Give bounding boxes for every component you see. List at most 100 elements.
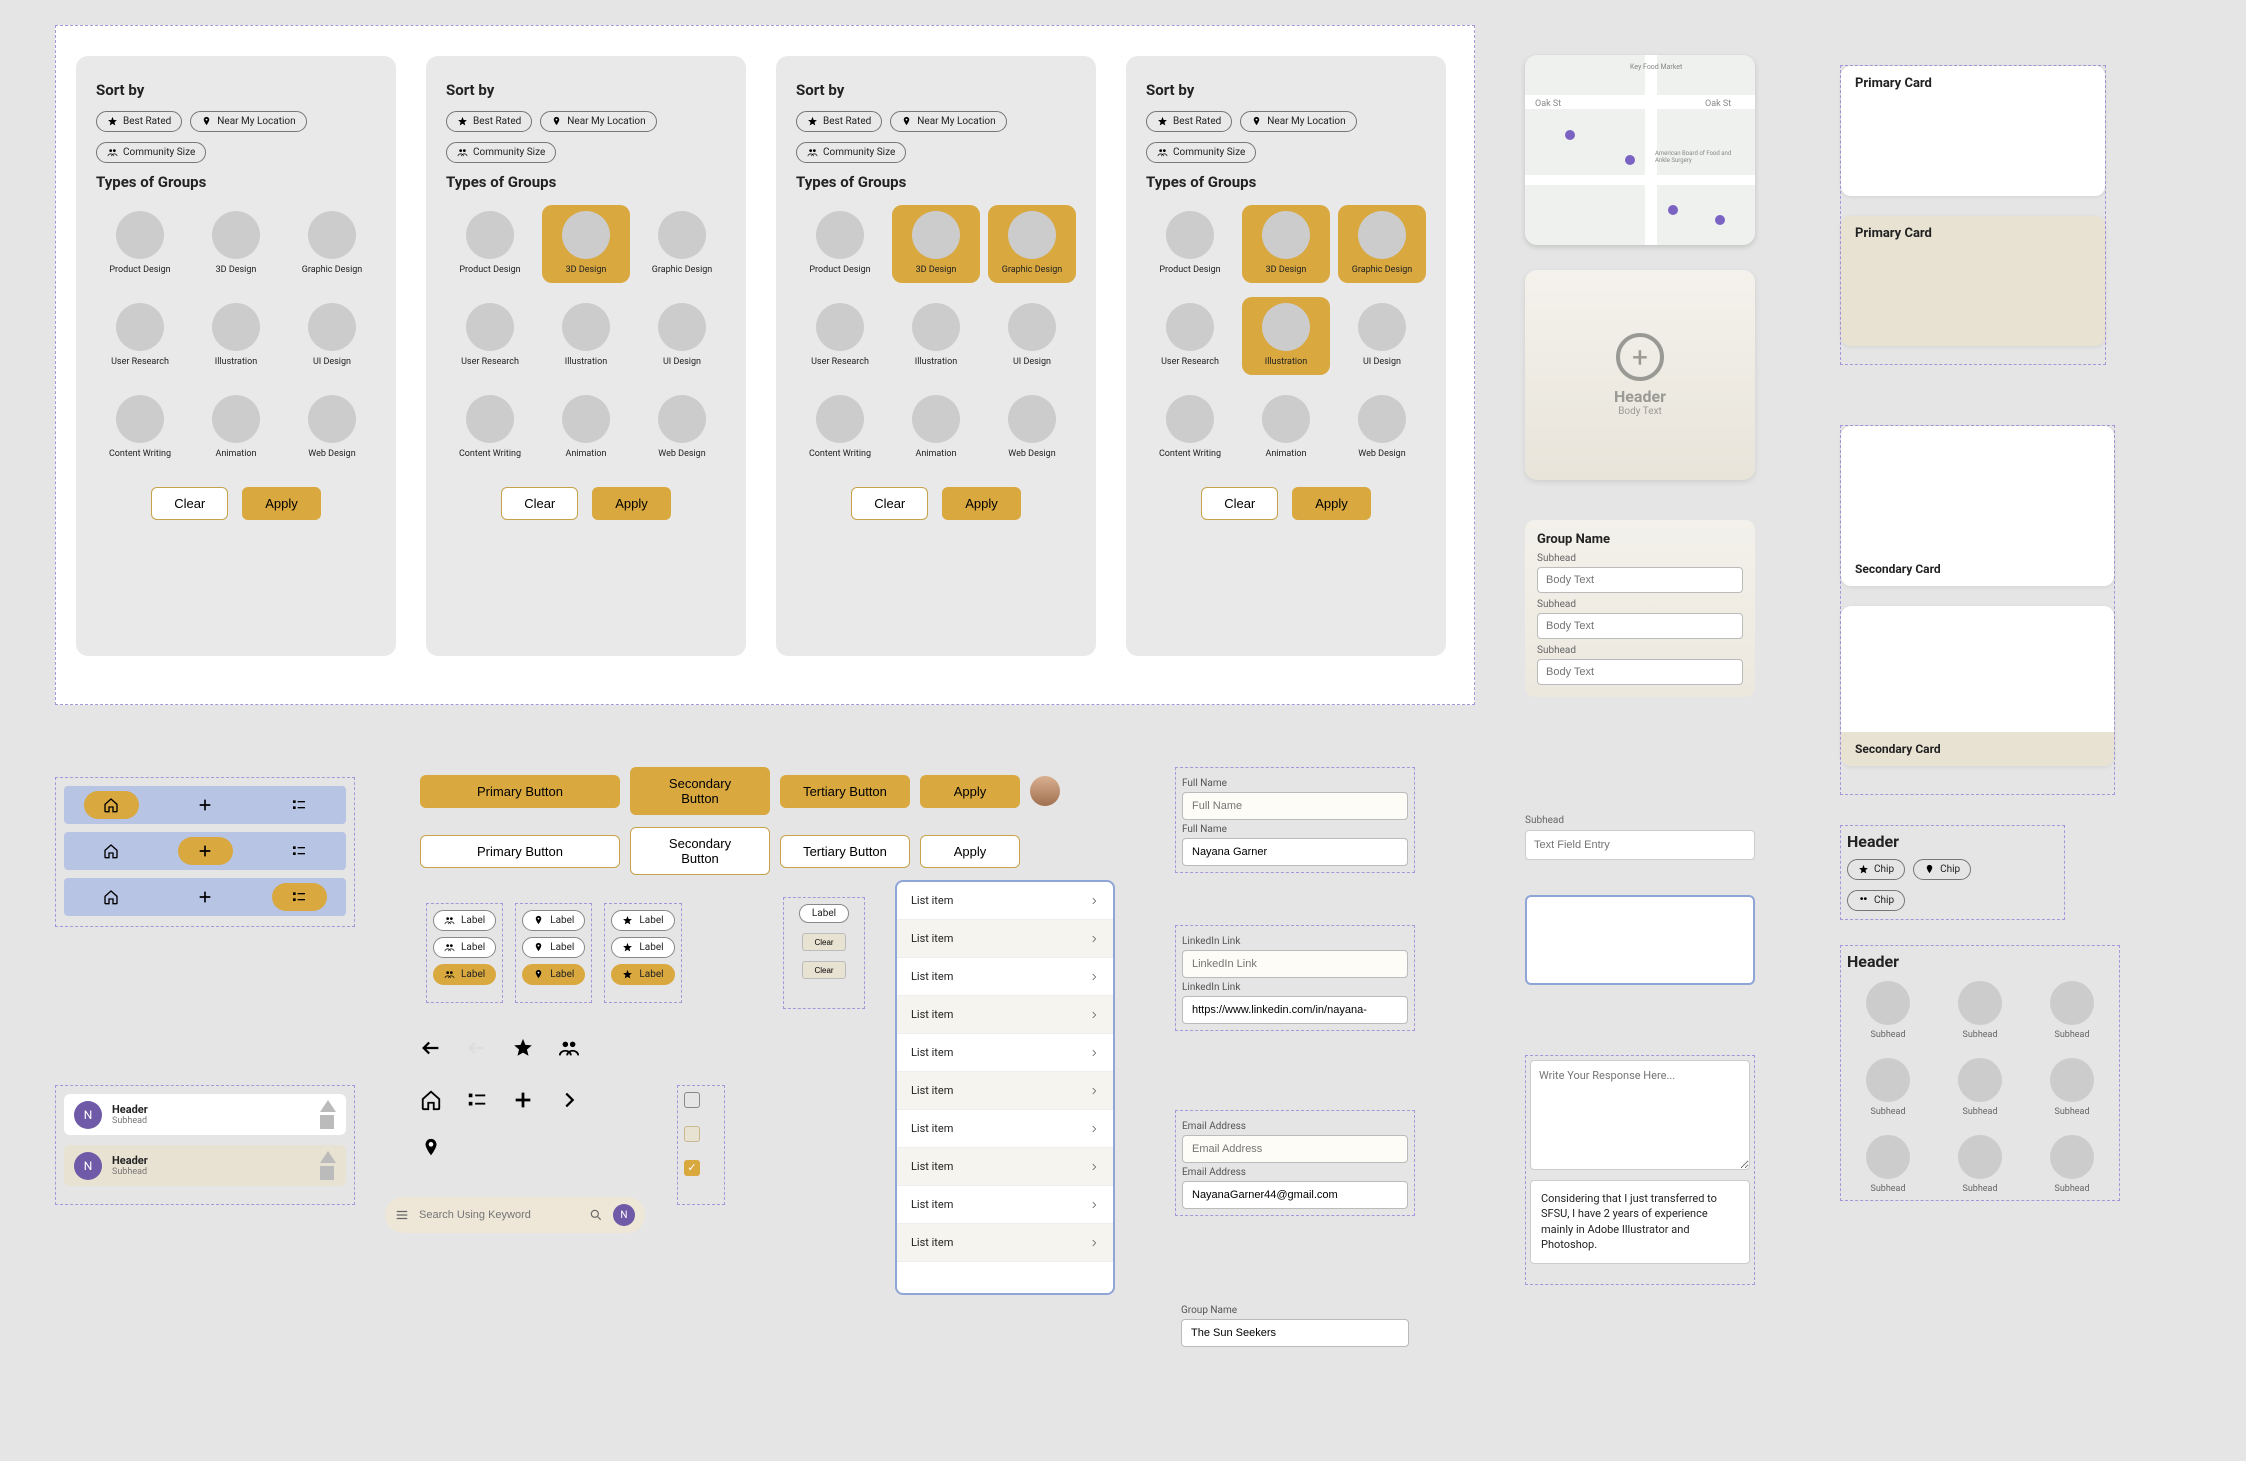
clear-button[interactable]: Clear: [851, 487, 928, 520]
email-input-empty[interactable]: [1182, 1135, 1408, 1163]
category-web design[interactable]: Web Design: [1338, 389, 1426, 467]
chip-best-rated[interactable]: Best Rated: [96, 111, 182, 132]
search-input[interactable]: [419, 1209, 579, 1221]
groupname-input[interactable]: [1181, 1319, 1409, 1347]
apply-button[interactable]: Apply: [1292, 487, 1371, 520]
chip-best-rated[interactable]: Best Rated: [446, 111, 532, 132]
chip-near-me[interactable]: Near My Location: [1240, 111, 1356, 132]
label-chip[interactable]: Label: [611, 937, 674, 958]
category-user research[interactable]: User Research: [446, 297, 534, 375]
search-bar[interactable]: N: [385, 1197, 645, 1233]
clear-button[interactable]: Clear: [151, 487, 228, 520]
apply-button[interactable]: Apply: [920, 775, 1020, 808]
header-card-beige[interactable]: N HeaderSubhead: [64, 1145, 346, 1186]
nav-home[interactable]: [84, 837, 139, 865]
nav-home[interactable]: [84, 883, 139, 911]
chip-group[interactable]: Chip: [1847, 890, 1905, 911]
group-form-input-2[interactable]: [1537, 613, 1743, 639]
category-web design[interactable]: Web Design: [988, 389, 1076, 467]
clear-small[interactable]: Clear: [802, 933, 846, 951]
category-illustration[interactable]: Illustration: [192, 297, 280, 375]
category-user research[interactable]: User Research: [796, 297, 884, 375]
list-item[interactable]: List item: [897, 1034, 1113, 1072]
category-animation[interactable]: Animation: [892, 389, 980, 467]
label-chip[interactable]: Label: [522, 937, 585, 958]
apply-button[interactable]: Apply: [942, 487, 1021, 520]
category-content writing[interactable]: Content Writing: [1146, 389, 1234, 467]
category-content writing[interactable]: Content Writing: [96, 389, 184, 467]
nav-add[interactable]: [178, 837, 233, 865]
category-3d design[interactable]: 3D Design: [192, 205, 280, 283]
label-chip-selected[interactable]: Label: [611, 964, 674, 985]
grid-item[interactable]: Subhead: [1939, 1058, 2021, 1117]
category-content writing[interactable]: Content Writing: [446, 389, 534, 467]
category-ui design[interactable]: UI Design: [1338, 297, 1426, 375]
category-product design[interactable]: Product Design: [96, 205, 184, 283]
category-graphic design[interactable]: Graphic Design: [1338, 205, 1426, 283]
grid-item[interactable]: Subhead: [1847, 981, 1929, 1040]
chip-best-rated[interactable]: Best Rated: [1146, 111, 1232, 132]
category-ui design[interactable]: UI Design: [638, 297, 726, 375]
chip-community-size[interactable]: Community Size: [446, 142, 556, 163]
grid-item[interactable]: Subhead: [1847, 1058, 1929, 1117]
category-illustration[interactable]: Illustration: [542, 297, 630, 375]
subhead-input[interactable]: [1525, 830, 1755, 860]
email-input[interactable]: [1182, 1181, 1408, 1209]
list-item[interactable]: List item: [897, 996, 1113, 1034]
linkedin-input[interactable]: [1182, 996, 1408, 1024]
nav-list[interactable]: [272, 883, 327, 911]
linkedin-input-empty[interactable]: [1182, 950, 1408, 978]
apply-button[interactable]: Apply: [592, 487, 671, 520]
category-user research[interactable]: User Research: [1146, 297, 1234, 375]
label-chip-selected[interactable]: Label: [433, 964, 496, 985]
list-item[interactable]: List item: [897, 882, 1113, 920]
label-chip[interactable]: Label: [611, 910, 674, 931]
category-content writing[interactable]: Content Writing: [796, 389, 884, 467]
category-animation[interactable]: Animation: [542, 389, 630, 467]
clear-small[interactable]: Clear: [802, 961, 846, 979]
category-product design[interactable]: Product Design: [1146, 205, 1234, 283]
category-product design[interactable]: Product Design: [446, 205, 534, 283]
primary-card[interactable]: Primary Card: [1841, 66, 2105, 196]
list-item[interactable]: List item: [897, 958, 1113, 996]
nav-list[interactable]: [272, 837, 327, 865]
list-item[interactable]: List item: [897, 1186, 1113, 1224]
grid-item[interactable]: Subhead: [1847, 1135, 1929, 1194]
primary-button-outline[interactable]: Primary Button: [420, 835, 620, 868]
chip-pin[interactable]: Chip: [1913, 859, 1971, 880]
apply-button[interactable]: Apply: [242, 487, 321, 520]
category-product design[interactable]: Product Design: [796, 205, 884, 283]
category-animation[interactable]: Animation: [1242, 389, 1330, 467]
label-chip-plain[interactable]: Label: [799, 904, 849, 923]
list-item[interactable]: List item: [897, 1148, 1113, 1186]
category-3d design[interactable]: 3D Design: [542, 205, 630, 283]
category-graphic design[interactable]: Graphic Design: [638, 205, 726, 283]
category-animation[interactable]: Animation: [192, 389, 280, 467]
chip-near-me[interactable]: Near My Location: [540, 111, 656, 132]
list-item[interactable]: List item: [897, 1110, 1113, 1148]
tertiary-button[interactable]: Tertiary Button: [780, 775, 910, 808]
checkbox-beige[interactable]: [684, 1126, 700, 1142]
apply-button-outline[interactable]: Apply: [920, 835, 1020, 868]
label-chip[interactable]: Label: [522, 910, 585, 931]
category-ui design[interactable]: UI Design: [288, 297, 376, 375]
chip-star[interactable]: Chip: [1847, 859, 1905, 880]
grid-item[interactable]: Subhead: [1939, 981, 2021, 1040]
category-web design[interactable]: Web Design: [638, 389, 726, 467]
category-illustration[interactable]: Illustration: [892, 297, 980, 375]
category-ui design[interactable]: UI Design: [988, 297, 1076, 375]
chip-community-size[interactable]: Community Size: [1146, 142, 1256, 163]
nav-add[interactable]: [178, 883, 233, 911]
category-user research[interactable]: User Research: [96, 297, 184, 375]
search-avatar[interactable]: N: [613, 1204, 635, 1226]
clear-button[interactable]: Clear: [501, 487, 578, 520]
list-item[interactable]: List item: [897, 920, 1113, 958]
avatar[interactable]: [1030, 776, 1060, 806]
chip-community-size[interactable]: Community Size: [96, 142, 206, 163]
map-preview[interactable]: Oak St Oak St Key Food Market American B…: [1525, 55, 1755, 245]
grid-item[interactable]: Subhead: [2031, 1058, 2113, 1117]
category-3d design[interactable]: 3D Design: [1242, 205, 1330, 283]
primary-card-beige[interactable]: Primary Card: [1841, 216, 2105, 346]
group-form-input-3[interactable]: [1537, 659, 1743, 685]
category-web design[interactable]: Web Design: [288, 389, 376, 467]
